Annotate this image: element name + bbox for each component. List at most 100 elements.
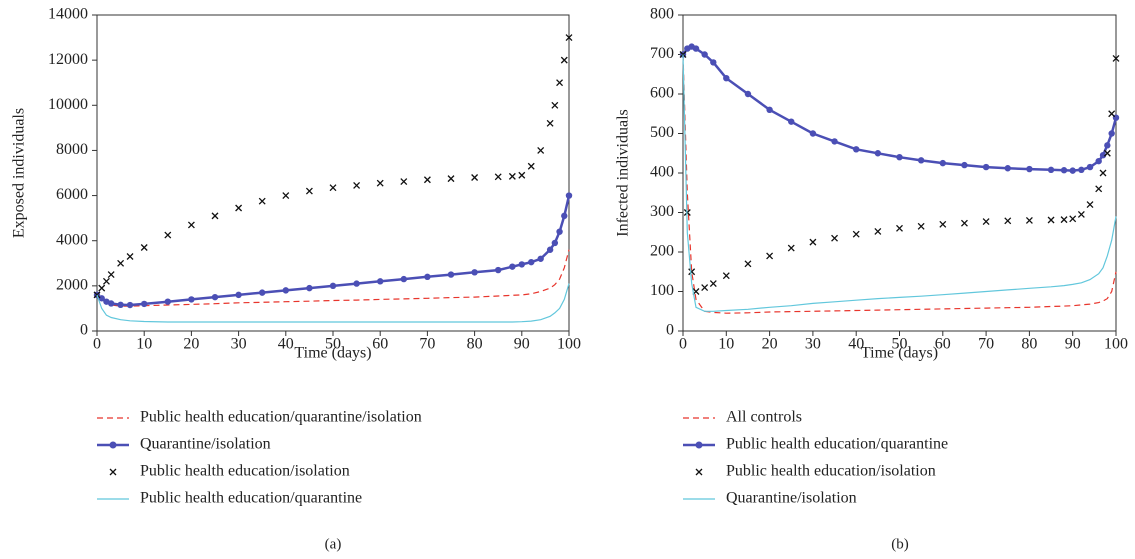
point — [508, 172, 516, 180]
point — [710, 59, 717, 66]
point — [722, 272, 730, 280]
y-tick-label: 100 — [650, 282, 674, 299]
y-tick-label: 600 — [650, 85, 674, 102]
legend-label: All controls — [726, 409, 802, 426]
point — [551, 239, 559, 247]
point — [1060, 167, 1068, 174]
point — [556, 228, 563, 235]
point — [874, 150, 882, 157]
point — [896, 224, 903, 232]
series-line — [96, 249, 570, 307]
point — [400, 275, 407, 283]
point — [1077, 211, 1085, 218]
x-tick-label: 40 — [278, 336, 294, 353]
point — [1069, 215, 1077, 223]
x-tick-label: 100 — [1104, 336, 1128, 353]
legend-label: Quarantine/isolation — [726, 490, 857, 507]
legend-marker — [109, 468, 117, 476]
point — [1004, 217, 1012, 225]
point — [211, 212, 219, 220]
point — [126, 253, 134, 260]
point — [509, 263, 516, 270]
y-tick-label: 12000 — [48, 51, 88, 68]
x-tick-label: 90 — [514, 336, 530, 353]
x-tick-label: 10 — [136, 336, 152, 353]
point — [1047, 216, 1055, 224]
point — [117, 301, 124, 309]
point — [471, 174, 479, 181]
point — [98, 284, 106, 292]
y-axis-label: Exposed individuals — [11, 108, 28, 238]
point — [874, 228, 882, 235]
point — [1112, 54, 1120, 62]
point — [1099, 169, 1107, 177]
legend-marker — [109, 441, 117, 449]
point — [1095, 185, 1103, 193]
point — [187, 221, 195, 229]
point — [560, 56, 568, 64]
point — [709, 280, 717, 288]
legend-label: Public health education/isolation — [140, 463, 350, 480]
point — [282, 287, 289, 294]
point — [1103, 149, 1111, 157]
point — [537, 146, 545, 154]
point — [688, 268, 696, 276]
point — [306, 284, 313, 292]
point — [809, 238, 817, 246]
point — [107, 271, 115, 279]
point — [1069, 167, 1076, 174]
point — [282, 192, 290, 200]
point — [723, 75, 730, 82]
x-tick-label: 50 — [325, 336, 341, 353]
x-tick-label: 60 — [935, 336, 951, 353]
y-axis-label: Infected individuals — [615, 109, 632, 237]
point — [982, 218, 990, 226]
point — [107, 300, 115, 307]
series-line — [96, 283, 570, 323]
point — [551, 101, 559, 109]
y-tick-label: 800 — [650, 6, 674, 23]
point — [211, 293, 219, 301]
point — [831, 234, 839, 242]
x-tick-label: 10 — [718, 336, 734, 353]
x-tick-label: 80 — [1021, 336, 1037, 353]
x-tick-label: 70 — [978, 336, 994, 353]
series-line — [682, 54, 1117, 312]
point — [1099, 152, 1107, 159]
point — [1086, 201, 1094, 209]
point — [939, 220, 947, 228]
point — [831, 138, 838, 145]
legend-label: Public health education/quarantine — [726, 436, 948, 453]
caption: (a) — [325, 536, 342, 552]
point — [126, 301, 134, 309]
y-tick-label: 14000 — [48, 6, 88, 23]
y-tick-label: 0 — [80, 322, 88, 339]
y-tick-label: 0 — [666, 322, 674, 339]
point — [939, 159, 946, 167]
point — [447, 175, 455, 183]
point — [692, 45, 700, 52]
y-tick-label: 10000 — [48, 96, 88, 113]
point — [305, 187, 313, 195]
x-tick-label: 40 — [848, 336, 864, 353]
point — [960, 219, 968, 227]
point — [518, 261, 525, 268]
point — [982, 163, 990, 171]
point — [896, 154, 903, 161]
point — [1060, 216, 1068, 224]
point — [140, 244, 148, 251]
x-axis-label: Time (days) — [861, 345, 938, 362]
caption: (b) — [891, 536, 909, 552]
point — [1004, 165, 1011, 172]
x-tick-label: 70 — [419, 336, 435, 353]
point — [1047, 166, 1055, 174]
point — [766, 252, 774, 260]
point — [527, 162, 535, 170]
point — [701, 284, 709, 292]
point — [471, 269, 478, 276]
y-tick-label: 6000 — [56, 186, 88, 203]
x-tick-label: 0 — [93, 336, 101, 353]
y-tick-label: 700 — [650, 45, 674, 62]
point — [528, 258, 535, 266]
point — [1086, 163, 1094, 171]
